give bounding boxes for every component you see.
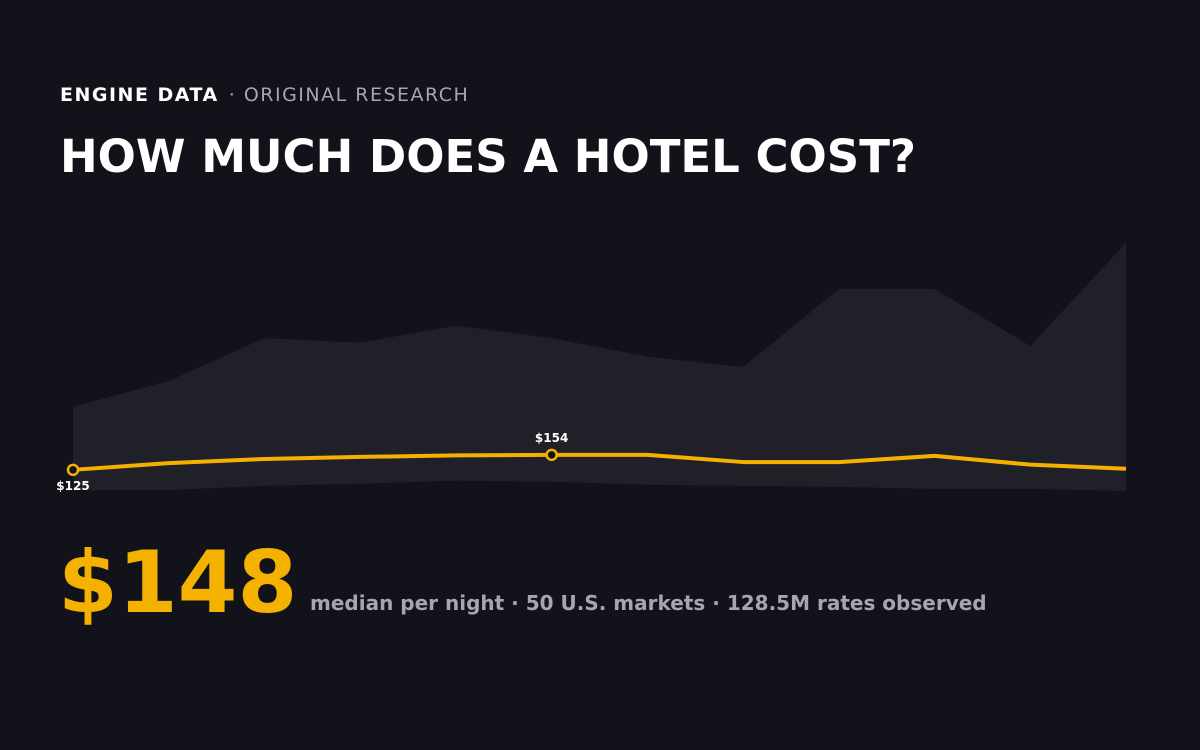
point: [545, 448, 558, 462]
value-label: $125: [56, 479, 89, 493]
headline: $148: [58, 533, 297, 633]
headline-note: median per night · 50 U.S. markets · 128…: [310, 591, 987, 615]
kicker-line: ENGINE DATA · ORIGINAL RESEARCH: [60, 84, 469, 106]
kicker: ENGINE DATA: [60, 84, 219, 106]
value-label: $154: [535, 431, 568, 445]
plot: $125 $154: [56, 243, 1127, 493]
median-line: [72, 452, 1127, 472]
kicker-sub: · ORIGINAL RESEARCH: [229, 84, 470, 106]
range-band: [73, 243, 1126, 491]
point: [66, 463, 80, 477]
title: HOW MUCH DOES A HOTEL COST?: [60, 130, 916, 183]
